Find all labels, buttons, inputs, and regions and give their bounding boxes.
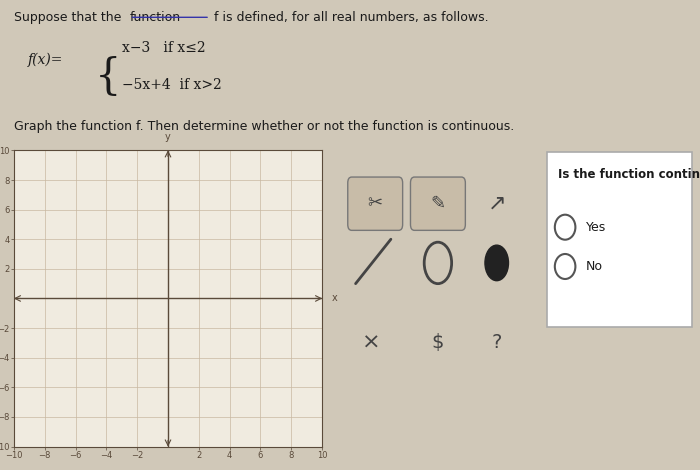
Text: function: function — [130, 10, 181, 24]
FancyBboxPatch shape — [410, 177, 466, 230]
Text: {: { — [94, 55, 121, 98]
Text: No: No — [586, 260, 603, 273]
Text: Suppose that the: Suppose that the — [14, 10, 125, 24]
Text: y: y — [165, 132, 171, 141]
Text: f(x)=: f(x)= — [28, 53, 64, 67]
Text: Graph the function f. Then determine whether or not the function is continuous.: Graph the function f. Then determine whe… — [14, 120, 514, 133]
Text: Yes: Yes — [586, 221, 606, 234]
Text: −5x+4  if x>2: −5x+4 if x>2 — [122, 78, 223, 92]
FancyBboxPatch shape — [348, 177, 402, 230]
Text: Is the function continuous?: Is the function continuous? — [558, 168, 700, 181]
Text: x: x — [331, 293, 337, 304]
Text: f is defined, for all real numbers, as follows.: f is defined, for all real numbers, as f… — [210, 10, 489, 24]
Circle shape — [485, 245, 508, 281]
Text: ✂: ✂ — [368, 195, 383, 213]
Text: x−3   if x≤2: x−3 if x≤2 — [122, 40, 206, 55]
Text: ×: × — [362, 333, 381, 353]
Text: ?: ? — [491, 333, 502, 352]
Text: ✎: ✎ — [430, 195, 445, 213]
Text: ↗: ↗ — [487, 194, 506, 214]
Text: $: $ — [432, 333, 444, 352]
FancyBboxPatch shape — [547, 152, 692, 327]
